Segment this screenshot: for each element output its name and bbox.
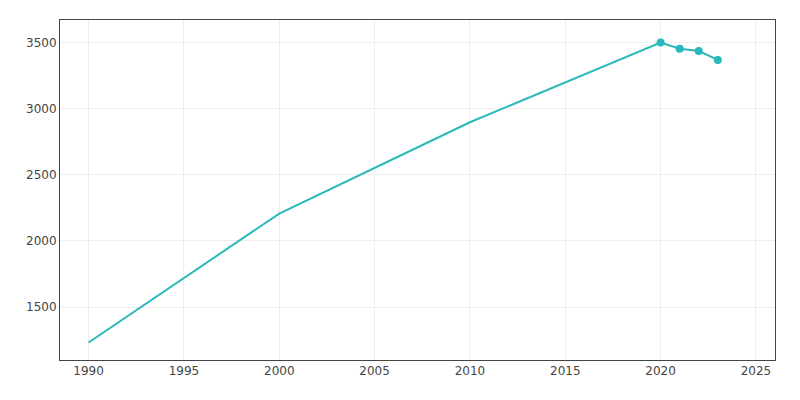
svg-text:2025: 2025	[741, 364, 772, 378]
svg-text:2010: 2010	[455, 364, 486, 378]
svg-text:2005: 2005	[359, 364, 390, 378]
svg-text:1995: 1995	[169, 364, 200, 378]
svg-text:2000: 2000	[264, 364, 295, 378]
svg-text:2500: 2500	[26, 168, 57, 182]
svg-text:1500: 1500	[26, 300, 57, 314]
svg-text:3500: 3500	[26, 36, 57, 50]
svg-text:2015: 2015	[550, 364, 581, 378]
svg-text:1990: 1990	[73, 364, 104, 378]
svg-text:3000: 3000	[26, 102, 57, 116]
svg-text:2000: 2000	[26, 234, 57, 248]
svg-text:2020: 2020	[645, 364, 676, 378]
